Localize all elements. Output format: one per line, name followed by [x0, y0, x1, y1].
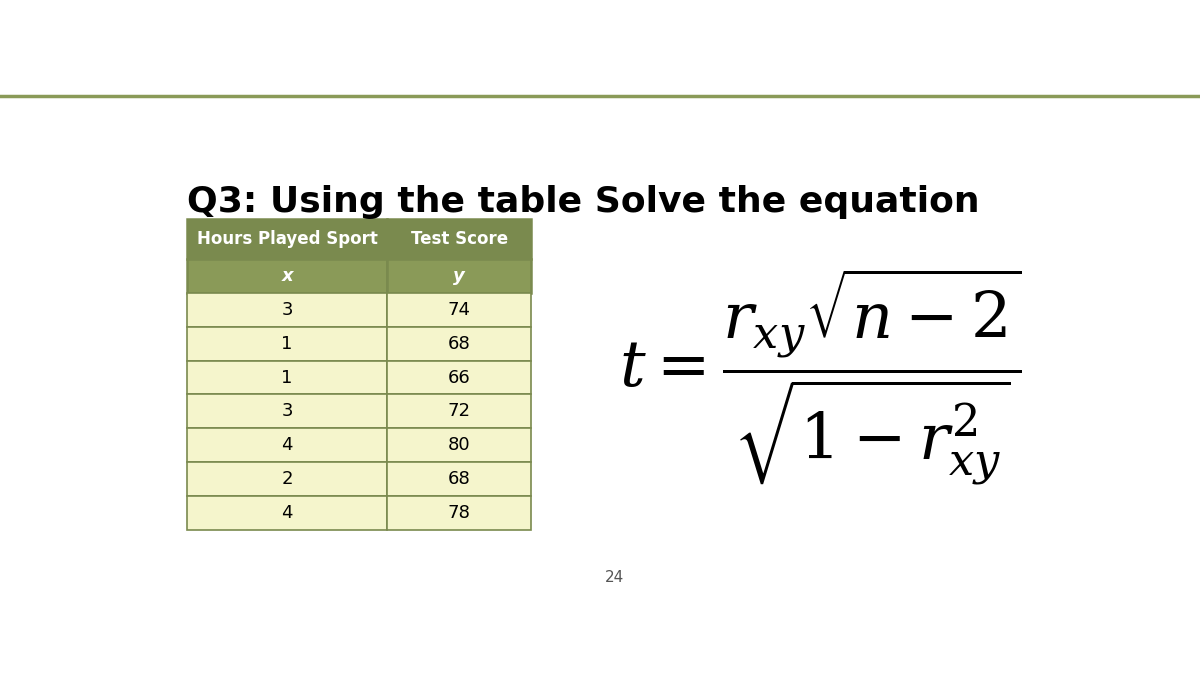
FancyBboxPatch shape — [388, 462, 532, 495]
FancyBboxPatch shape — [388, 495, 532, 530]
FancyBboxPatch shape — [187, 327, 388, 360]
Text: 1: 1 — [282, 369, 293, 387]
Text: Hours Played Sport: Hours Played Sport — [197, 230, 378, 248]
FancyBboxPatch shape — [187, 259, 388, 293]
Text: $\it{t} = \dfrac{\it{r}_{xy}\sqrt{\it{n}-2}}{\sqrt{1-\it{r}_{xy}^{2}}}$: $\it{t} = \dfrac{\it{r}_{xy}\sqrt{\it{n}… — [618, 267, 1021, 488]
FancyBboxPatch shape — [187, 360, 388, 394]
Text: 68: 68 — [448, 335, 470, 353]
Text: 80: 80 — [448, 436, 470, 454]
FancyBboxPatch shape — [388, 428, 532, 462]
FancyBboxPatch shape — [187, 394, 388, 428]
Text: 72: 72 — [448, 402, 470, 421]
FancyBboxPatch shape — [187, 293, 388, 327]
Text: 66: 66 — [448, 369, 470, 387]
Text: Q3: Using the table Solve the equation: Q3: Using the table Solve the equation — [187, 185, 980, 219]
Text: 78: 78 — [448, 504, 470, 522]
Text: 1: 1 — [282, 335, 293, 353]
FancyBboxPatch shape — [388, 327, 532, 360]
FancyBboxPatch shape — [388, 219, 532, 259]
Text: 68: 68 — [448, 470, 470, 488]
Text: 3: 3 — [282, 402, 293, 421]
FancyBboxPatch shape — [388, 293, 532, 327]
Text: 3: 3 — [282, 301, 293, 319]
Text: x: x — [281, 267, 293, 285]
FancyBboxPatch shape — [187, 495, 388, 530]
Text: Homework: Homework — [499, 48, 701, 80]
FancyBboxPatch shape — [388, 394, 532, 428]
FancyBboxPatch shape — [388, 259, 532, 293]
FancyBboxPatch shape — [187, 428, 388, 462]
Text: y: y — [454, 267, 466, 285]
Text: 4: 4 — [282, 504, 293, 522]
Text: Test Score: Test Score — [410, 230, 508, 248]
FancyBboxPatch shape — [388, 360, 532, 394]
FancyBboxPatch shape — [187, 219, 388, 259]
Text: 24: 24 — [605, 570, 625, 585]
FancyBboxPatch shape — [187, 462, 388, 495]
Text: 74: 74 — [448, 301, 470, 319]
Text: 2: 2 — [282, 470, 293, 488]
Text: 4: 4 — [282, 436, 293, 454]
